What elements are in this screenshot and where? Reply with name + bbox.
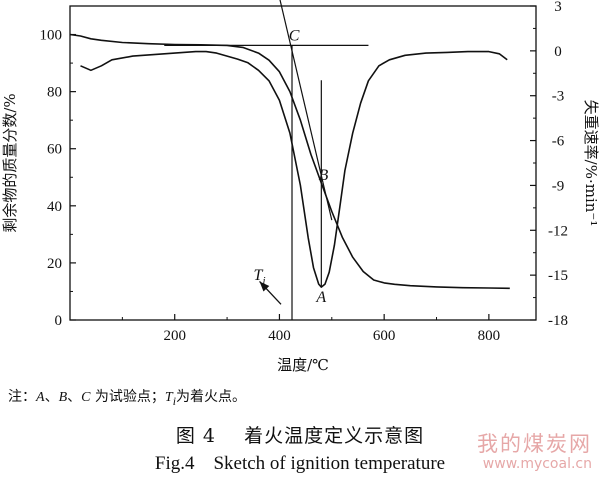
note-t: T (164, 390, 173, 405)
x-tick-label: 400 (268, 328, 291, 344)
figure-note: 注：A、B、C 为试验点；Ti为着火点。 (8, 386, 246, 408)
note-b: B (58, 390, 68, 405)
y-left-tick-label: 40 (47, 199, 62, 215)
note-c: C (81, 390, 91, 405)
y-right-tick-label: -3 (552, 89, 565, 105)
plot-frame (69, 5, 537, 321)
x-tick-label: 600 (373, 328, 396, 344)
y-right-tick-label: 0 (554, 44, 562, 60)
x-tick-label: 200 (163, 328, 186, 344)
note-t-sub: i (172, 394, 176, 408)
note-prefix: 注： (8, 389, 36, 405)
dtg-curve (80, 50, 508, 288)
ignition-arrow-head (259, 281, 270, 292)
note-suffix: 为着火点。 (175, 389, 246, 405)
caption-english: Fig.4 Sketch of ignition temperature (154, 453, 446, 474)
y-left-tick-label: 100 (40, 28, 63, 44)
tangent-line (279, 0, 333, 221)
y-right-tick-label: -6 (552, 134, 565, 150)
y-left-tick-label: 80 (47, 85, 62, 101)
watermark: 我的煤炭网 www.mycoal.cn (477, 428, 592, 472)
watermark-url: www.mycoal.cn (482, 456, 592, 472)
caption-chinese: 图 4 着火温度定义示意图 (175, 425, 425, 447)
y-right-tick-label: -18 (548, 313, 568, 329)
watermark-logo-text: 我的煤炭网 (477, 432, 592, 456)
y-right-tick-label: -9 (552, 178, 565, 194)
point-label-a: A (315, 289, 326, 306)
point-label-t: Ti (254, 267, 266, 287)
note-mid: 为试验点； (90, 389, 165, 405)
note-sep1: 、 (44, 389, 59, 405)
y-right-tick-label: 3 (554, 0, 562, 15)
point-label-subscript: i (262, 275, 265, 287)
point-label-b: B (319, 167, 329, 184)
x-tick-label: 800 (478, 328, 501, 344)
y-axis-label-left: 剩余物的质量分数/% (1, 93, 19, 232)
y-right-tick-label: -12 (548, 223, 568, 239)
y-left-tick-label: 0 (55, 313, 63, 329)
y-right-tick-label: -15 (548, 268, 568, 284)
y-left-tick-label: 60 (47, 142, 62, 158)
note-a: A (36, 390, 45, 405)
tg-curve (69, 33, 510, 290)
point-label-c: C (289, 27, 300, 44)
note-sep2: 、 (67, 389, 82, 405)
y-axis-label-right: 失重速率/%·min⁻¹ (582, 100, 600, 227)
y-left-tick-label: 20 (47, 256, 62, 272)
x-axis-label: 温度/℃ (277, 356, 329, 374)
